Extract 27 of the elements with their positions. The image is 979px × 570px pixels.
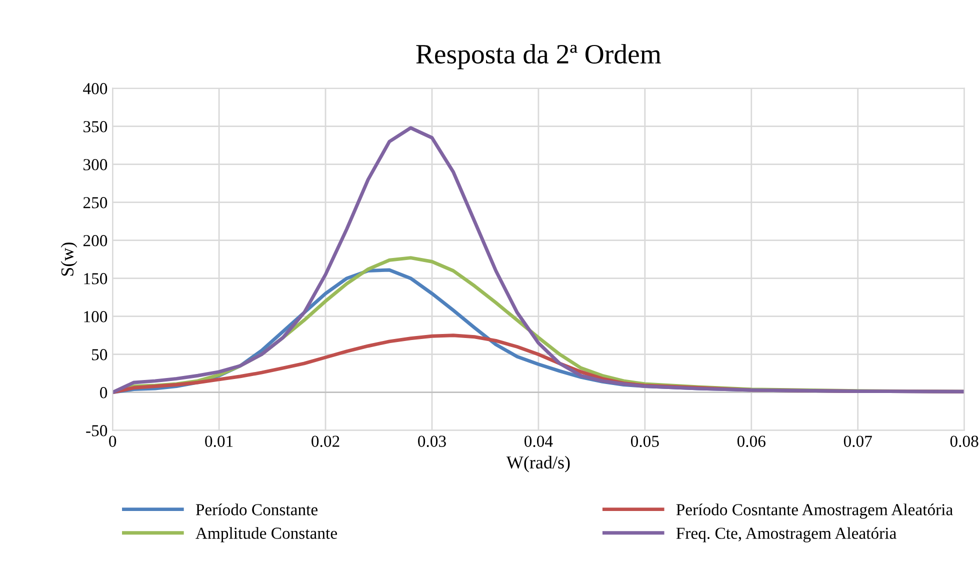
x-tick-label: 0.08 [950, 436, 978, 448]
y-tick-label: 300 [84, 159, 108, 170]
y-tick-label: 0 [100, 387, 108, 398]
x-tick-label: 0.07 [844, 436, 872, 448]
x-tick-label: 0.02 [312, 436, 340, 448]
legend-label: Amplitude Constante [196, 527, 337, 542]
x-tick-label: 0.04 [524, 436, 553, 448]
x-tick-label: 0.01 [205, 436, 233, 448]
y-tick-label: 400 [83, 83, 108, 94]
legend-label: Período Cosntante Amostragem Aleatória [676, 504, 953, 519]
x-tick-label: 0 [109, 436, 116, 447]
x-tick-label: 0.03 [418, 436, 446, 448]
y-tick-label: 50 [92, 349, 108, 360]
x-tick-label: 0.05 [630, 436, 659, 448]
y-tick-label: 200 [83, 235, 108, 246]
x-axis-title: W(rad/s) [506, 456, 570, 472]
y-axis-title: S(w) [60, 242, 78, 276]
line-series [112, 126, 964, 394]
chart-title: Resposta da 2ª Ordem [416, 44, 662, 70]
y-tick-label: 150 [84, 273, 108, 284]
y-tick-label: 350 [84, 121, 108, 132]
legend-label: Período Constante [196, 504, 318, 516]
legend-label: Freq. Cte, Amostragem Aleatória [676, 527, 896, 542]
y-tick-label: -50 [86, 425, 108, 436]
x-tick-label: 0.06 [737, 436, 766, 448]
y-tick-label: 100 [84, 311, 108, 322]
y-tick-label: 250 [83, 197, 108, 208]
